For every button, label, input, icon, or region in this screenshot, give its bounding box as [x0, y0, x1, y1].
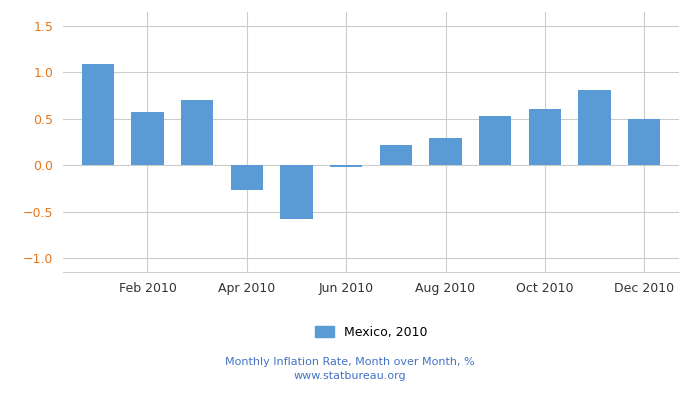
Bar — [379, 145, 412, 165]
Bar — [429, 138, 462, 165]
Text: Monthly Inflation Rate, Month over Month, %: Monthly Inflation Rate, Month over Month… — [225, 357, 475, 367]
Bar — [528, 108, 561, 165]
Bar — [578, 90, 610, 165]
Bar — [132, 112, 164, 165]
Bar — [479, 116, 511, 165]
Bar — [330, 165, 363, 167]
Legend: Mexico, 2010: Mexico, 2010 — [310, 321, 432, 344]
Bar — [231, 165, 263, 190]
Bar — [181, 100, 214, 165]
Bar — [628, 119, 660, 165]
Bar — [82, 64, 114, 165]
Bar — [280, 165, 313, 219]
Text: www.statbureau.org: www.statbureau.org — [294, 371, 406, 381]
